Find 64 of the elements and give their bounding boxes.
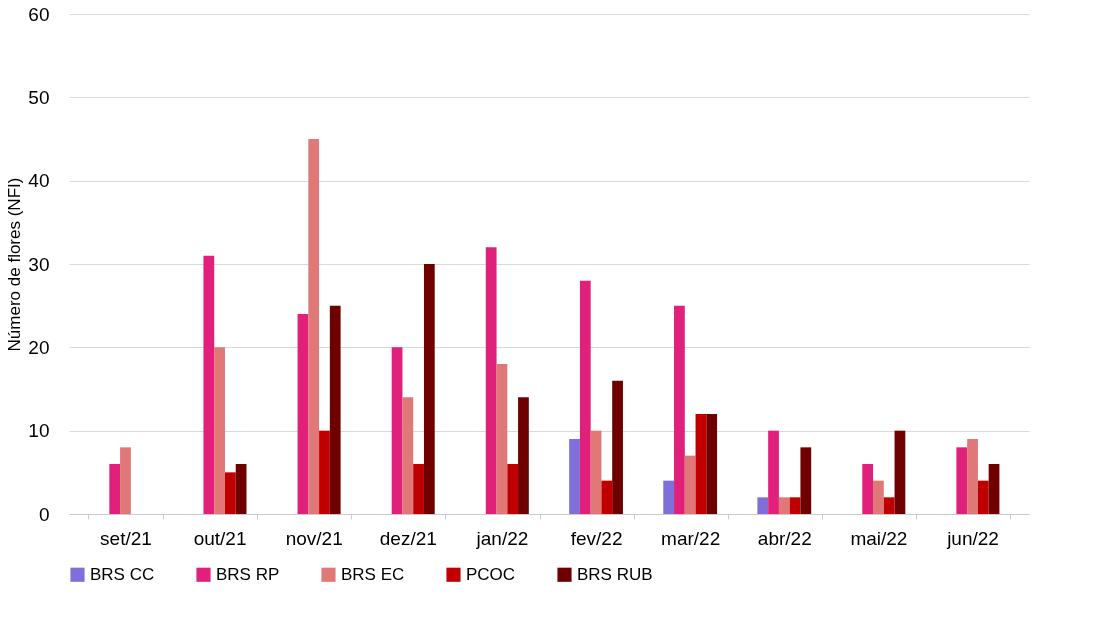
bar	[319, 430, 330, 514]
bar	[873, 480, 884, 514]
bar	[757, 497, 769, 514]
legend-label: PCOC	[466, 564, 516, 584]
bar	[768, 430, 779, 514]
bar	[329, 305, 341, 514]
bar	[956, 447, 968, 514]
x-tick-label: dez/21	[379, 527, 437, 549]
bar	[684, 455, 696, 514]
bar	[674, 305, 685, 514]
bar	[706, 414, 718, 514]
y-tick-label: 50	[28, 86, 50, 108]
bar	[579, 280, 591, 514]
x-tick-label: jan/22	[475, 527, 529, 549]
y-tick-label: 20	[28, 336, 50, 358]
y-tick-label: 30	[28, 253, 50, 275]
bar	[778, 497, 790, 514]
bar	[507, 464, 519, 514]
bar	[695, 414, 707, 514]
bar	[612, 380, 623, 514]
x-tick-label: abr/22	[757, 527, 812, 549]
y-tick-label: 40	[28, 170, 50, 192]
bar	[391, 347, 403, 514]
x-tick-label: mar/22	[661, 527, 721, 549]
x-tick-label: nov/21	[285, 527, 343, 549]
bar	[988, 464, 1000, 514]
legend-label: BRS EC	[341, 564, 405, 584]
bar	[413, 464, 424, 514]
bar	[496, 364, 508, 514]
bar	[894, 430, 906, 514]
bar	[518, 397, 529, 514]
bar	[402, 397, 414, 514]
legend-label: BRS RUB	[577, 564, 653, 584]
x-tick-label: out/21	[193, 527, 247, 549]
bar	[120, 447, 131, 514]
bar	[590, 430, 602, 514]
y-tick-label: 10	[28, 420, 50, 442]
y-tick-label: 60	[28, 3, 50, 25]
bar	[224, 472, 236, 514]
bar	[800, 447, 812, 514]
bar	[203, 255, 215, 514]
bar	[109, 464, 121, 514]
bar	[601, 480, 613, 514]
bar	[977, 480, 989, 514]
y-tick-label: 0	[38, 503, 50, 525]
bar	[789, 497, 801, 514]
bar	[214, 347, 225, 514]
bar	[297, 314, 309, 514]
bar	[862, 464, 874, 514]
y-axis-title: Número de flores (NFI)	[5, 177, 25, 352]
bar	[235, 464, 247, 514]
bar	[883, 497, 895, 514]
bar	[967, 439, 978, 514]
x-tick-label: mai/22	[850, 527, 908, 549]
bar	[485, 247, 497, 514]
legend-label: BRS RP	[216, 564, 280, 584]
x-tick-label: jun/22	[946, 527, 999, 549]
bar	[308, 139, 320, 514]
legend-label: BRS CC	[90, 564, 155, 584]
bar	[423, 264, 435, 514]
bar	[569, 439, 580, 514]
x-tick-label: set/21	[100, 527, 152, 549]
bar	[663, 480, 675, 514]
x-tick-label: fev/22	[570, 527, 623, 549]
